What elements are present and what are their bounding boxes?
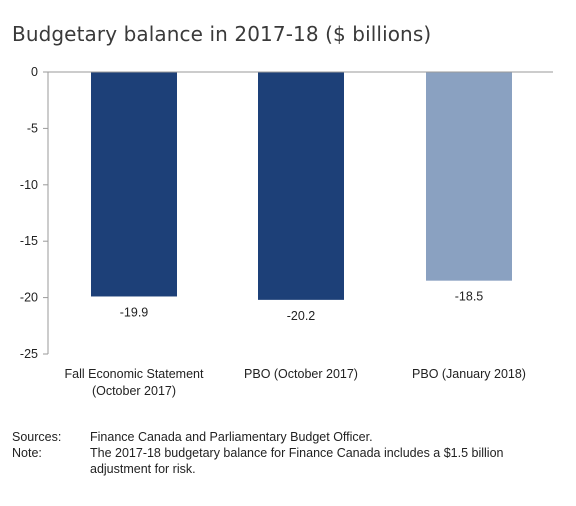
note-text: The 2017-18 budgetary balance for Financ… [90,446,504,476]
y-tick-label: -20 [20,291,38,305]
y-tick-label: -10 [20,178,38,192]
bar [258,72,344,300]
bar [426,72,512,281]
chart-title: Budgetary balance in 2017-18 ($ billions… [12,22,432,46]
y-tick-label: -5 [27,121,38,135]
bar [91,72,177,297]
y-tick-label: -15 [20,234,38,248]
bar-data-label: -18.5 [455,290,484,304]
x-category-label: PBO (October 2017) [244,367,358,381]
y-tick-label: -25 [20,347,38,361]
x-category-label: PBO (January 2018) [412,367,526,381]
sources-text: Finance Canada and Parliamentary Budget … [90,430,373,444]
sources-label: Sources: [12,430,62,444]
sources-note: Sources: Finance Canada and Parliamentar… [12,429,562,445]
bar-data-label: -19.9 [120,305,149,319]
note: Note: The 2017-18 budgetary balance for … [12,445,562,477]
bar-chart: 0 -5 -10 -15 -20 -25 -19.9 -20.2 -18.5 Fall Econo… [20,65,553,398]
note-label: Note: [12,446,42,460]
y-tick-label: 0 [31,65,38,79]
bar-data-label: -20.2 [287,309,316,323]
x-category-label: (October 2017) [92,384,176,398]
chart-notes: Sources: Finance Canada and Parliamentar… [12,429,562,477]
x-category-label: Fall Economic Statement [65,367,204,381]
